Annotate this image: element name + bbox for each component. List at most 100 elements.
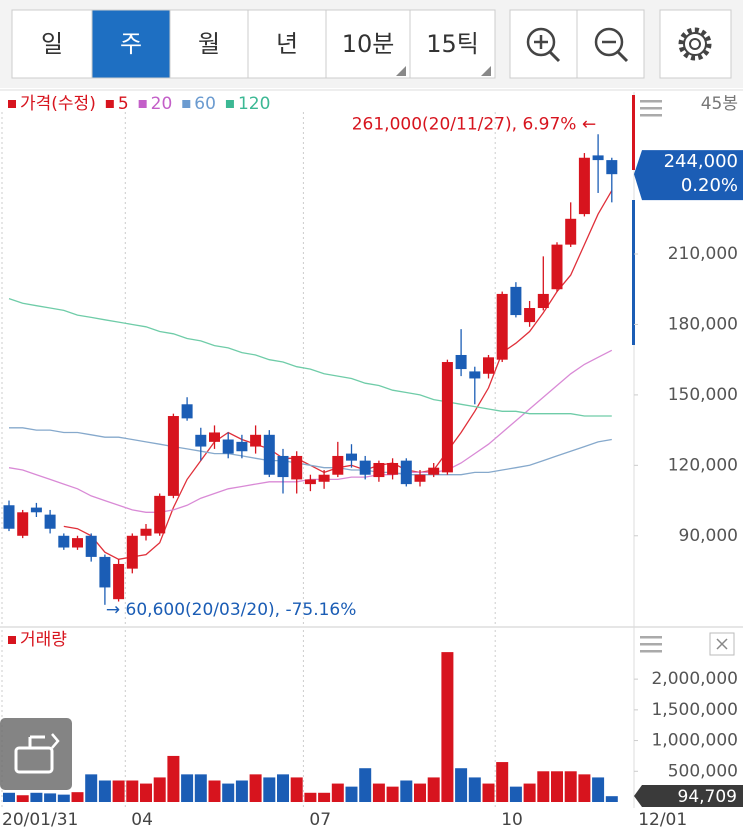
y-tick-label: 150,000 (668, 385, 738, 405)
candle-body (85, 535, 97, 557)
candle-body (606, 160, 618, 175)
menu-line (640, 114, 662, 117)
close-volume[interactable] (709, 632, 735, 656)
tab[interactable] (409, 9, 496, 79)
tab[interactable] (169, 9, 249, 79)
menu-line (640, 107, 662, 110)
candle-body (400, 460, 412, 485)
candle-body (346, 453, 357, 461)
bar-count: 45봉 (701, 94, 738, 114)
zoom-out-icon (616, 50, 629, 63)
volume-bar (496, 762, 509, 802)
tab-label: 일 (41, 30, 63, 58)
candle-body (578, 157, 590, 215)
tab-label: 년 (276, 30, 298, 58)
menu-line (640, 643, 662, 646)
volume-bar (537, 771, 550, 802)
volume-bar (277, 774, 289, 802)
price-tag-change: 0.20% (681, 175, 738, 196)
price-tag-value: 244,000 (664, 151, 738, 172)
legend-swatch (138, 100, 147, 108)
x-tick-label: 04 (131, 810, 153, 830)
volume-bar (468, 777, 481, 802)
zoom-out-icon (594, 27, 624, 57)
volume-bar (441, 652, 454, 802)
volume-bar (194, 774, 207, 802)
menu-icon[interactable] (640, 636, 662, 653)
tab[interactable] (11, 9, 93, 79)
candle-body (551, 244, 563, 290)
legend-label: 20 (151, 94, 173, 114)
legend-label: 5 (118, 94, 129, 114)
candle-body (428, 467, 440, 475)
volume-bar (509, 786, 522, 802)
ma-line (8, 297, 612, 417)
x-tick-label: 20/01/31 (2, 810, 78, 830)
volume-bar (112, 780, 125, 802)
zoom-in[interactable] (509, 9, 578, 79)
candle-body (277, 455, 289, 478)
low-annotation: → 60,600(20/03/20), -75.16% (106, 600, 357, 620)
candle-body (195, 434, 207, 447)
legend-swatch (8, 100, 16, 108)
y-tick-label: 1,500,000 (651, 700, 738, 720)
close-x (716, 638, 728, 650)
settings[interactable] (659, 9, 732, 79)
candle-body (318, 474, 330, 482)
candle-body (263, 434, 275, 475)
zoom-out[interactable] (576, 9, 645, 79)
legend-label: 가격(수정) (20, 94, 96, 114)
legend-label: 60 (194, 94, 216, 114)
legend-swatch (105, 100, 114, 108)
menu-line (640, 636, 662, 639)
candle-body (524, 308, 536, 323)
volume-bar (16, 795, 29, 802)
rotate-bg[interactable] (0, 718, 72, 790)
volume-bar (455, 768, 468, 802)
zoom-in-icon (548, 50, 561, 63)
volume-bar (482, 783, 495, 802)
volume-bar (71, 792, 84, 802)
zoom-out-button[interactable] (576, 9, 645, 79)
range-bar (632, 200, 635, 345)
volume-bar (222, 783, 235, 802)
volume-bar (331, 783, 344, 802)
high-annotation: 261,000(20/11/27), 6.97% ← (352, 114, 596, 134)
legend-swatch (182, 100, 191, 108)
candle-body (304, 479, 316, 485)
volume-bar (167, 755, 180, 802)
volume-bar (235, 780, 248, 802)
rotate-button[interactable] (0, 718, 72, 790)
candle-body (167, 416, 179, 496)
x-tick-label: 10 (501, 810, 523, 830)
tab-label: 주 (120, 30, 142, 58)
volume-bar (3, 792, 15, 802)
candle-body (209, 432, 220, 442)
zoom-in-button[interactable] (509, 9, 578, 79)
tab[interactable] (247, 9, 327, 79)
menu-line (640, 650, 662, 653)
rotate-icon (14, 746, 54, 774)
legend-swatch (225, 100, 234, 108)
volume-bar (427, 777, 440, 802)
volume-tag-value: 94,709 (678, 787, 737, 807)
volume-bar (359, 768, 372, 802)
tab[interactable] (91, 9, 171, 79)
ma-line (9, 427, 612, 476)
candle-body (140, 528, 152, 536)
candle-body (332, 455, 344, 475)
volume-bar (98, 780, 111, 802)
volume-bar (605, 796, 618, 802)
volume-bar (551, 771, 563, 802)
y-tick-label: 120,000 (668, 455, 738, 475)
candle-body (510, 286, 522, 316)
ma-line (63, 190, 613, 560)
candle-body (469, 371, 481, 379)
candle-body (44, 514, 56, 529)
tab-label: 월 (198, 30, 220, 58)
y-tick-label: 1,000,000 (651, 731, 738, 751)
candle-body (483, 357, 494, 374)
price-tag (634, 150, 743, 201)
tab[interactable] (325, 9, 411, 79)
menu-icon[interactable] (640, 100, 662, 117)
